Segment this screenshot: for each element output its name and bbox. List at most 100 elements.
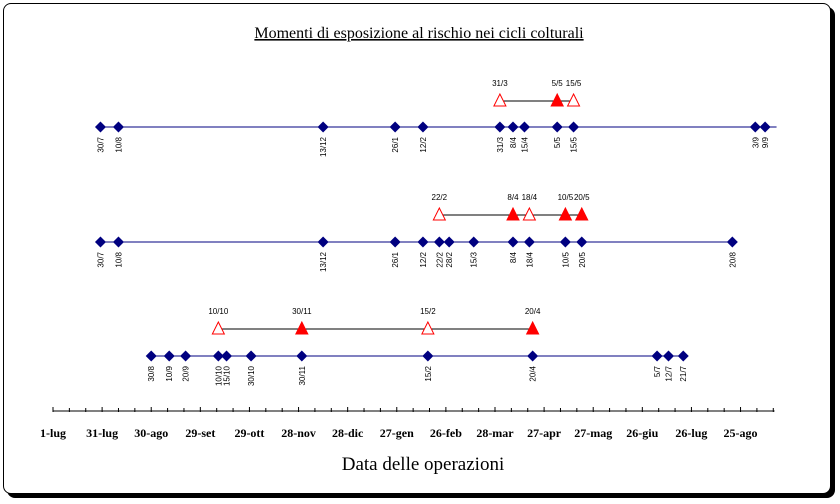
operation-marker — [677, 350, 689, 362]
x-axis: 1-lug 31-lug 30-ago 29-set 29-ott 28-nov 28-di… — [40, 407, 775, 440]
x-tick-label: 28-nov — [281, 426, 316, 440]
operation-marker — [389, 236, 401, 248]
operation-label: 8/4 — [509, 136, 518, 148]
x-tick-label: 26-giu — [626, 426, 658, 440]
operation-label: 15/5 — [570, 136, 579, 152]
x-axis-label: Data delle operazioni — [342, 454, 504, 475]
operation-label: 26/1 — [391, 136, 400, 152]
operation-label: 5/5 — [553, 136, 562, 148]
operation-marker — [726, 236, 738, 248]
exposure-label: 30/11 — [292, 307, 312, 316]
operation-label: 10/8 — [114, 251, 123, 267]
operation-marker — [317, 121, 329, 133]
chart-rows: 30/7 10/8 13/12 26/1 12/2 31/3 8/4 15/4 5/5 15/5 3… — [94, 79, 777, 386]
operation-marker — [94, 236, 106, 248]
exposure-label: 22/2 — [432, 193, 448, 202]
timeline-row-1: 30/7 10/8 13/12 26/1 12/2 31/3 8/4 15/4 5/5 15/5 3… — [94, 79, 777, 157]
operation-marker — [576, 236, 588, 248]
operation-marker — [433, 236, 445, 248]
operation-label: 13/12 — [319, 251, 328, 272]
operation-marker — [212, 350, 224, 362]
exposure-label: 10/10 — [208, 307, 229, 316]
operation-label: 30/10 — [247, 365, 256, 386]
x-tick-label: 1-lug — [40, 426, 66, 440]
timeline-row-2: 30/7 10/8 13/12 26/1 12/2 22/2 28/2 15/3 8/4 18/4… — [94, 193, 738, 272]
operation-label: 30/7 — [96, 136, 105, 152]
operation-label: 12/2 — [419, 136, 428, 152]
exposure-label: 18/4 — [522, 193, 538, 202]
operation-label: 28/2 — [445, 251, 454, 267]
operation-marker — [523, 236, 535, 248]
operation-marker — [245, 350, 257, 362]
operation-marker — [468, 236, 480, 248]
operation-marker — [112, 121, 124, 133]
exposure-label: 8/4 — [507, 193, 519, 202]
exposure-filled-marker — [574, 206, 589, 221]
operation-marker — [112, 236, 124, 248]
exposure-filled-marker — [525, 320, 540, 335]
exposure-open-marker — [432, 206, 447, 221]
operation-marker — [163, 350, 175, 362]
operation-label: 20/8 — [728, 251, 737, 267]
operation-label: 10/9 — [165, 365, 174, 381]
exposure-filled-marker — [295, 320, 309, 335]
operation-marker — [507, 236, 519, 248]
operation-marker — [417, 236, 429, 248]
x-tick-label: 27-gen — [380, 426, 414, 440]
operation-label: 20/5 — [578, 251, 587, 267]
operation-marker — [518, 121, 530, 133]
operation-marker — [507, 121, 519, 133]
operation-marker — [443, 236, 455, 248]
operation-label: 9/9 — [761, 136, 770, 148]
exposure-open-marker — [421, 320, 435, 335]
operation-label: 31/3 — [496, 136, 505, 152]
operation-marker — [389, 121, 401, 133]
exposure-filled-marker — [558, 206, 573, 221]
operation-label: 10/10 — [214, 365, 223, 386]
x-tick-label: 26-feb — [430, 426, 462, 440]
exposure-filled-marker — [506, 206, 520, 221]
operation-label: 15/2 — [424, 365, 433, 381]
timeline-row-3: 30/8 10/9 20/9 10/10 15/10 30/10 30/11 15/2 20/4… — [145, 307, 689, 386]
x-tick-label: 27-mag — [574, 426, 612, 440]
x-tick-label: 28-mar — [476, 426, 514, 440]
operation-label: 30/11 — [298, 365, 307, 385]
operation-marker — [759, 121, 771, 133]
exposure-open-marker — [493, 92, 507, 107]
operation-marker — [417, 121, 429, 133]
chart-title: Momenti di esposizione al rischio nei ci… — [254, 25, 584, 42]
operation-marker — [527, 350, 539, 362]
x-tick-label: 27-apr — [527, 426, 562, 440]
exposure-open-marker — [211, 320, 226, 335]
operation-label: 20/4 — [529, 365, 538, 381]
chart-frame — [3, 3, 831, 494]
operation-marker — [296, 350, 308, 362]
exposure-label: 15/2 — [420, 307, 436, 316]
operation-label: 15/3 — [470, 251, 479, 267]
operation-label: 21/7 — [679, 365, 688, 381]
x-tick-label: 29-ott — [234, 426, 264, 440]
operation-marker — [663, 350, 675, 362]
operation-marker — [221, 350, 233, 362]
operation-marker — [551, 121, 563, 133]
x-tick-label: 26-lug — [675, 426, 707, 440]
x-tick-label: 29-set — [185, 426, 215, 440]
operation-label: 15/4 — [520, 136, 529, 152]
exposure-filled-marker — [550, 92, 565, 107]
operation-marker — [749, 121, 761, 133]
operation-marker — [94, 121, 106, 133]
operation-label: 12/2 — [419, 251, 428, 267]
exposure-label: 5/5 — [552, 79, 564, 88]
operation-marker — [651, 350, 663, 362]
operation-label: 18/4 — [525, 251, 534, 267]
operation-marker — [180, 350, 192, 362]
operation-marker — [422, 350, 434, 362]
exposure-open-marker — [522, 206, 537, 221]
operation-label: 15/10 — [223, 365, 232, 386]
exposure-label: 20/5 — [574, 193, 590, 202]
operation-marker — [145, 350, 157, 362]
x-tick-label: 30-ago — [134, 426, 168, 440]
operation-label: 8/4 — [509, 251, 518, 263]
x-tick-label: 31-lug — [86, 426, 118, 440]
